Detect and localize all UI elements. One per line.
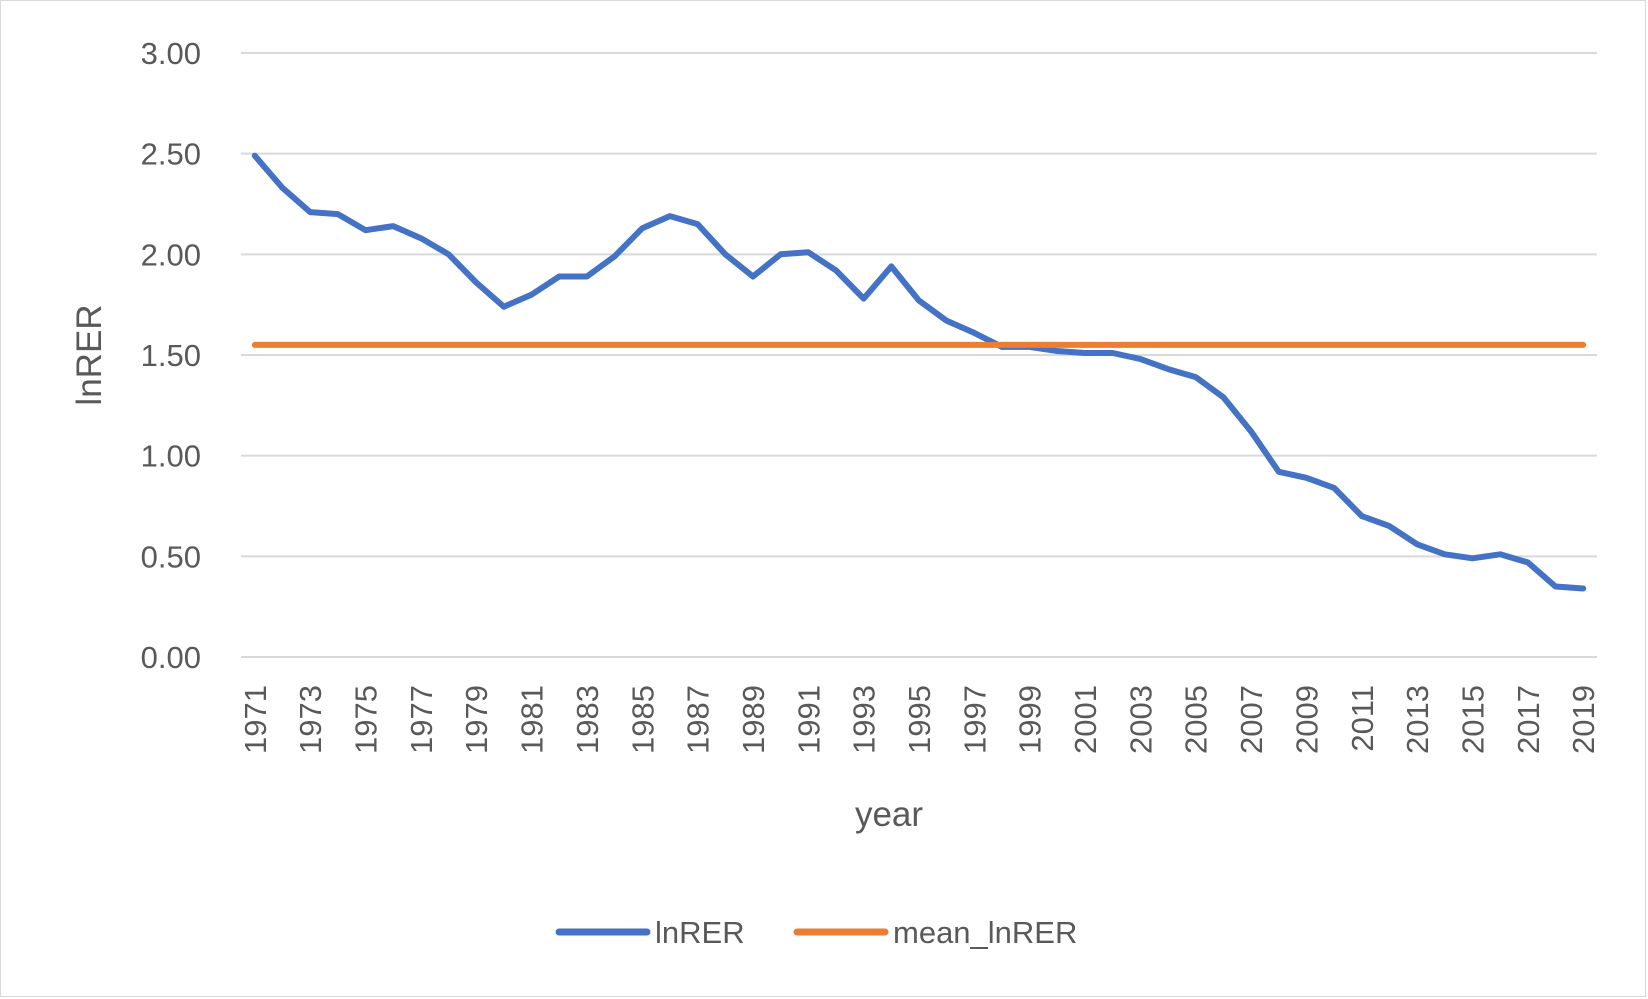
- y-axis-title: lnRER: [70, 304, 109, 405]
- gridlines: [241, 52, 1597, 658]
- x-tick-label: 1971: [238, 685, 273, 754]
- series-line-lnrer: [251, 152, 1587, 592]
- x-tick-label: 2009: [1289, 685, 1324, 754]
- x-tick-label: 1977: [404, 685, 439, 754]
- y-tick-label: 0.50: [141, 539, 201, 574]
- y-tick-label: 3.00: [141, 36, 201, 71]
- y-axis-tick-labels: 0.00 0.50 1.00 1.50 2.00 2.50 3.00: [141, 36, 201, 675]
- legend-label: lnRER: [655, 915, 745, 950]
- x-tick-label: 1993: [847, 685, 882, 754]
- x-tick-label: 1991: [791, 685, 826, 754]
- x-tick-label: 2001: [1068, 685, 1103, 754]
- legend: lnRER mean_lnRER: [555, 915, 1077, 950]
- y-tick-label: 1.00: [141, 439, 201, 474]
- x-tick-label: 1979: [459, 685, 494, 754]
- x-tick-label: 1999: [1013, 685, 1048, 754]
- x-axis-tick-labels: 1971 1973 1975 1977 1979 1981 1983 1985 1987 1989…: [238, 685, 1601, 754]
- x-tick-label: 1989: [736, 685, 771, 754]
- y-tick-label: 1.50: [141, 338, 201, 373]
- x-tick-label: 1997: [957, 685, 992, 754]
- x-axis-title: year: [855, 795, 923, 834]
- x-tick-label: 2011: [1345, 685, 1380, 752]
- x-tick-label: 1983: [570, 685, 605, 754]
- x-tick-label: 2019: [1566, 685, 1601, 754]
- y-tick-label: 2.00: [141, 237, 201, 272]
- y-tick-label: 2.50: [141, 137, 201, 172]
- x-tick-label: 2005: [1179, 685, 1214, 754]
- x-tick-label: 1973: [293, 685, 328, 754]
- x-tick-label: 2015: [1455, 685, 1490, 754]
- x-tick-label: 2013: [1400, 685, 1435, 754]
- y-tick-label: 0.00: [141, 640, 201, 675]
- legend-label: mean_lnRER: [893, 915, 1077, 950]
- x-tick-label: 1987: [681, 685, 716, 754]
- x-tick-label: 1975: [349, 685, 384, 754]
- x-tick-label: 1985: [625, 685, 660, 754]
- x-tick-label: 2007: [1234, 685, 1269, 754]
- x-tick-label: 2017: [1511, 685, 1546, 754]
- x-tick-label: 1981: [515, 685, 550, 754]
- x-tick-label: 2003: [1123, 685, 1158, 754]
- x-tick-label: 1995: [902, 685, 937, 754]
- series-lines: [251, 152, 1587, 592]
